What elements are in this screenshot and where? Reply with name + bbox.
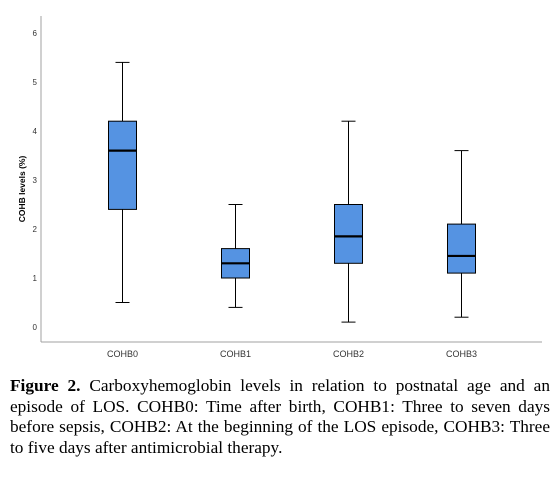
- y-tick-label: 0: [33, 323, 38, 332]
- caption-text: Carboxyhemoglobin levels in relation to …: [10, 376, 550, 457]
- x-tick-label: COHB3: [446, 349, 477, 359]
- x-tick-label: COHB0: [107, 349, 138, 359]
- y-tick-label: 3: [33, 176, 38, 185]
- caption-label: Figure 2.: [10, 376, 81, 395]
- x-tick-label: COHB1: [220, 349, 251, 359]
- figure-caption: Figure 2. Carboxyhemoglobin levels in re…: [10, 376, 550, 458]
- box-iqr: [334, 204, 363, 264]
- y-tick-label: 5: [33, 78, 38, 87]
- x-tick-label: COHB2: [333, 349, 364, 359]
- y-axis-label: COHB levels (%): [17, 156, 27, 223]
- chart-svg: 0 1 2 3 4 5 6 COHB levels (%) COHB0 COHB1 COHB2 COH…: [17, 16, 542, 359]
- box-iqr: [447, 223, 476, 274]
- y-tick-label: 4: [33, 127, 38, 136]
- y-tick-label: 1: [33, 274, 38, 283]
- boxplot-chart: 0 1 2 3 4 5 6 COHB levels (%) COHB0 COHB1 COHB2 COH…: [17, 16, 542, 359]
- y-tick-label: 6: [33, 29, 38, 38]
- box-iqr: [108, 120, 137, 210]
- y-tick-label: 2: [33, 225, 38, 234]
